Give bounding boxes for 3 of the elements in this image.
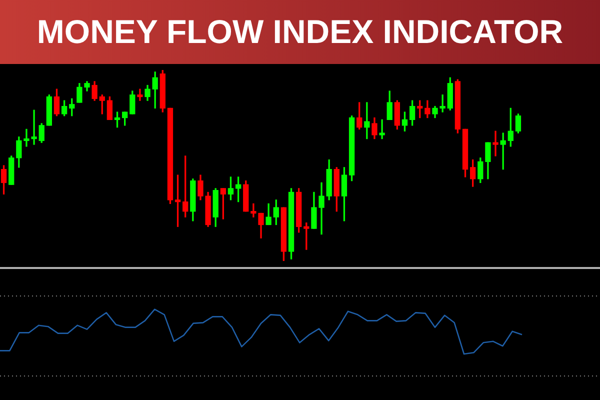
candlestick <box>379 119 385 140</box>
candlestick <box>492 130 498 156</box>
candlestick <box>137 88 143 101</box>
